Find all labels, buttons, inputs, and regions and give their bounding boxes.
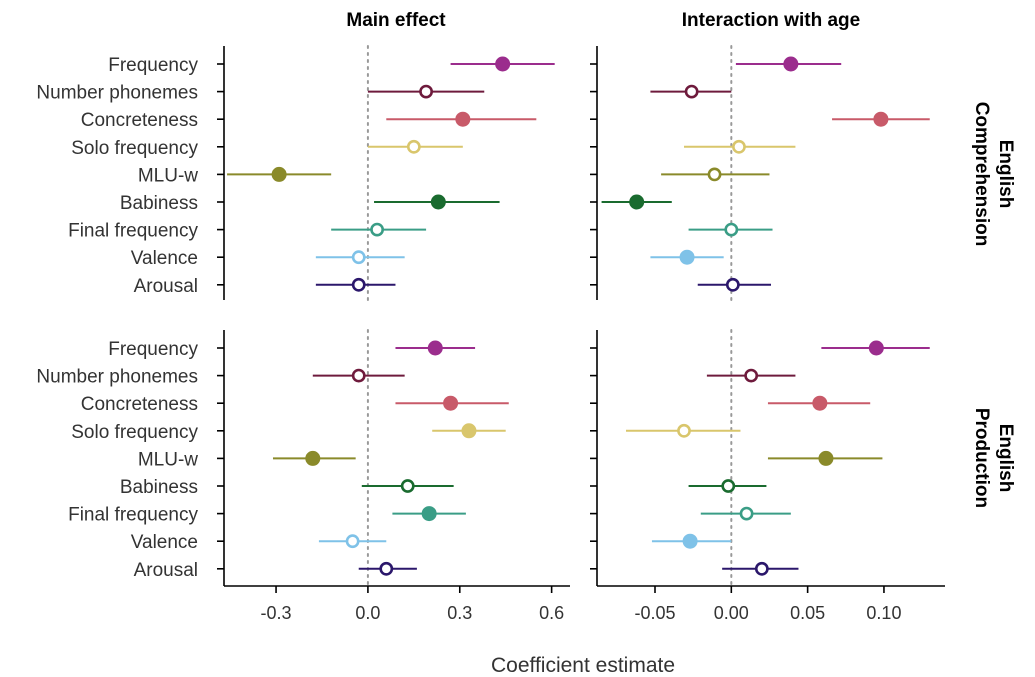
x-tick-label: -0.3 bbox=[261, 603, 292, 623]
estimate-point-final-frequency bbox=[421, 506, 437, 522]
panel-english-comprehension-interaction-with-age bbox=[590, 45, 930, 301]
x-tick-label: 0.0 bbox=[355, 603, 380, 623]
estimate-point-arousal bbox=[754, 561, 769, 576]
estimate-point-babiness bbox=[721, 479, 736, 493]
estimate-point-arousal bbox=[351, 277, 366, 292]
estimate-point-frequency bbox=[427, 340, 443, 356]
estimate-point-solo-frequency bbox=[732, 139, 746, 154]
estimate-point-frequency bbox=[868, 340, 884, 356]
row-label-line-2: Production bbox=[971, 408, 992, 508]
y-tick-label-number-phonemes: Number phonemes bbox=[36, 83, 198, 104]
y-tick-label-mlu-w: MLU-w bbox=[138, 165, 198, 186]
estimate-point-valence bbox=[682, 533, 698, 549]
y-tick-label-concreteness: Concreteness bbox=[81, 394, 198, 415]
estimate-point-concreteness bbox=[812, 395, 828, 411]
estimate-point-arousal bbox=[725, 277, 740, 292]
x-tick-label: 0.6 bbox=[539, 603, 564, 623]
estimate-point-final-frequency bbox=[724, 222, 739, 237]
estimate-point-babiness bbox=[400, 479, 415, 493]
row-strip-comprehension: English Comprehension bbox=[971, 102, 1016, 247]
y-tick-label-concreteness: Concreteness bbox=[81, 110, 198, 131]
estimate-point-valence bbox=[679, 249, 695, 265]
x-tick-label: 0.00 bbox=[714, 603, 749, 623]
x-tick-label: -0.05 bbox=[634, 603, 675, 623]
estimate-point-solo-frequency bbox=[677, 423, 691, 438]
row-strip-production: English Production bbox=[971, 408, 1016, 508]
estimate-point-number-phonemes bbox=[744, 368, 759, 383]
y-tick-label-final-frequency: Final frequency bbox=[68, 221, 198, 242]
estimate-point-mlu-w bbox=[305, 450, 321, 466]
y-tick-label-mlu-w: MLU-w bbox=[138, 449, 198, 470]
x-tick-label: 0.05 bbox=[790, 603, 825, 623]
y-tick-label-final-frequency: Final frequency bbox=[68, 505, 198, 526]
y-tick-label-solo-frequency: Solo frequency bbox=[71, 422, 198, 443]
estimate-point-solo-frequency bbox=[406, 139, 421, 154]
estimate-point-concreteness bbox=[443, 395, 459, 411]
x-tick-label: 0.10 bbox=[866, 603, 901, 623]
x-tick-label: 0.3 bbox=[447, 603, 472, 623]
estimate-point-mlu-w bbox=[707, 167, 722, 182]
estimate-point-final-frequency bbox=[739, 506, 754, 521]
estimate-point-number-phonemes bbox=[419, 84, 433, 99]
estimate-point-final-frequency bbox=[370, 222, 384, 237]
y-tick-label-valence: Valence bbox=[131, 532, 198, 553]
panel-english-comprehension-main-effect: Frequency Number phonemes Concreteness Solo… bbox=[36, 45, 555, 301]
y-tick-label-babiness: Babiness bbox=[120, 193, 198, 214]
column-title-interaction: Interaction with age bbox=[682, 10, 860, 31]
y-tick-label-arousal: Arousal bbox=[134, 276, 198, 297]
estimate-point-concreteness bbox=[455, 111, 471, 127]
estimate-point-number-phonemes bbox=[351, 368, 366, 383]
row-label-line-2: Comprehension bbox=[971, 102, 992, 247]
estimate-point-number-phonemes bbox=[684, 84, 699, 99]
estimate-point-frequency bbox=[495, 56, 511, 72]
estimate-point-frequency bbox=[783, 56, 799, 72]
x-axis-title: Coefficient estimate bbox=[491, 654, 675, 677]
y-tick-label-solo-frequency: Solo frequency bbox=[71, 138, 198, 159]
estimate-point-arousal bbox=[379, 561, 394, 576]
y-tick-label-frequency: Frequency bbox=[108, 55, 198, 76]
panels-layer: Frequency Number phonemes Concreteness Solo… bbox=[36, 45, 945, 623]
column-title-main-effect: Main effect bbox=[346, 10, 446, 31]
y-tick-label-arousal: Arousal bbox=[134, 560, 198, 581]
y-tick-label-babiness: Babiness bbox=[120, 477, 198, 498]
panel-english-production-interaction-with-age: -0.05 0.00 0.05 0.10 bbox=[590, 329, 945, 623]
estimate-point-babiness bbox=[629, 194, 645, 210]
y-tick-label-frequency: Frequency bbox=[108, 339, 198, 360]
panel-english-production-main-effect: Frequency Number phonemes Concreteness Solo… bbox=[36, 329, 570, 623]
y-tick-label-valence: Valence bbox=[131, 248, 198, 269]
estimate-point-concreteness bbox=[873, 111, 889, 127]
estimate-point-babiness bbox=[430, 194, 446, 210]
y-tick-label-number-phonemes: Number phonemes bbox=[36, 367, 198, 388]
row-label-line-1: English bbox=[995, 140, 1016, 209]
estimate-point-valence bbox=[351, 250, 366, 265]
row-label-line-1: English bbox=[995, 424, 1016, 493]
estimate-point-valence bbox=[345, 534, 360, 549]
estimate-point-mlu-w bbox=[271, 166, 287, 182]
estimate-point-solo-frequency bbox=[461, 423, 477, 439]
estimate-point-mlu-w bbox=[818, 450, 834, 466]
